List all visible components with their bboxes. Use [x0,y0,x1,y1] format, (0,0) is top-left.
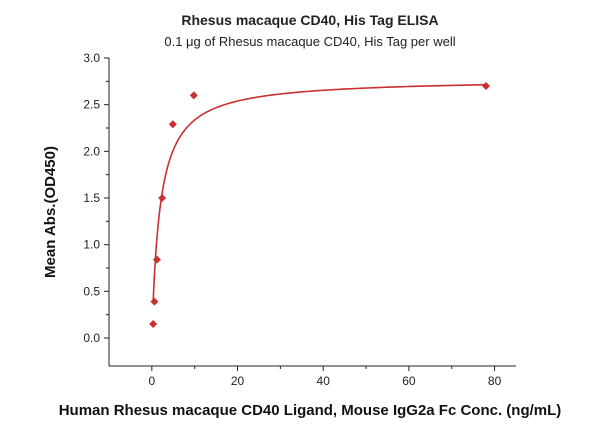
chart-subtitle: 0.1 μg of Rhesus macaque CD40, His Tag p… [164,34,455,49]
x-tick-label: 40 [317,374,331,388]
x-tick-label: 0 [148,374,155,388]
y-tick-label: 1.0 [83,238,100,252]
x-axis-label: Human Rhesus macaque CD40 Ligand, Mouse … [59,402,562,419]
y-tick-label: 0.0 [83,331,100,345]
data-point [482,82,491,90]
y-tick-label: 3.0 [83,51,100,65]
data-point [168,120,177,129]
fit-curve [152,83,487,303]
y-tick-label: 2.5 [83,98,100,112]
axes [108,58,516,367]
y-tick-label: 1.5 [83,191,100,205]
y-tick-label: 2.0 [83,144,100,158]
y-tick-label: 0.5 [83,284,100,298]
x-tick-label: 20 [231,374,245,388]
x-axis-ticks: 0 20 40 60 80 [148,366,502,388]
y-axis-ticks: 0.0 0.5 1.0 1.5 2.0 2.5 3.0 [83,51,109,345]
data-point [150,297,159,306]
data-point [189,91,198,100]
plot-area [149,82,491,328]
data-point [152,255,161,264]
x-tick-label: 60 [402,374,416,388]
data-point [158,194,167,202]
y-axis-label: Mean Abs.(OD450) [42,146,59,278]
chart-title: Rhesus macaque CD40, His Tag ELISA [181,12,438,28]
data-point [149,320,158,328]
x-tick-label: 80 [488,374,502,388]
